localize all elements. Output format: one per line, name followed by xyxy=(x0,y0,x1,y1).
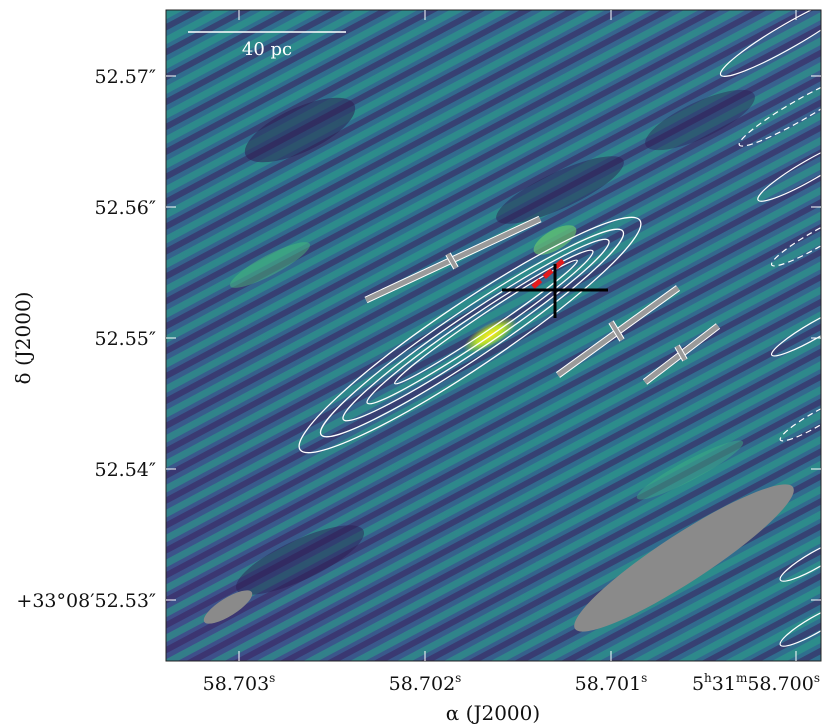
scalebar-label: 40 pc xyxy=(242,39,292,60)
x-tick-label: 58.703s xyxy=(203,671,276,695)
x-tick-labels: 58.703s 58.702s 58.701s 5h31m58.700s xyxy=(203,671,820,695)
plot-frame xyxy=(165,9,822,662)
x-axis-title: α (J2000) xyxy=(446,701,540,725)
y-tick-label: 52.55″ xyxy=(95,328,157,350)
y-tick-label: 52.57″ xyxy=(95,66,157,88)
x-tick-label: 5h31m58.700s xyxy=(692,671,820,695)
contour-set xyxy=(298,216,642,454)
position-cross xyxy=(502,264,608,318)
red-segment xyxy=(531,256,568,289)
marker-bars xyxy=(364,215,721,385)
y-tick-label: +33°08′52.53″ xyxy=(16,590,156,612)
x-tick-label: 58.701s xyxy=(575,671,648,695)
beam-large xyxy=(574,484,794,632)
axis-ticks xyxy=(166,10,821,661)
emission-map: 40 pc xyxy=(166,10,821,661)
y-tick-labels: 52.57″ 52.56″ 52.55″ 52.54″ +33°08′52.53… xyxy=(16,66,156,612)
beam-small xyxy=(203,590,253,624)
edge-contours xyxy=(719,10,821,647)
y-tick-label: 52.56″ xyxy=(95,197,157,219)
x-tick-label: 58.702s xyxy=(389,671,462,695)
y-axis-title: δ (J2000) xyxy=(11,292,35,385)
y-tick-label: 52.54″ xyxy=(95,459,157,481)
